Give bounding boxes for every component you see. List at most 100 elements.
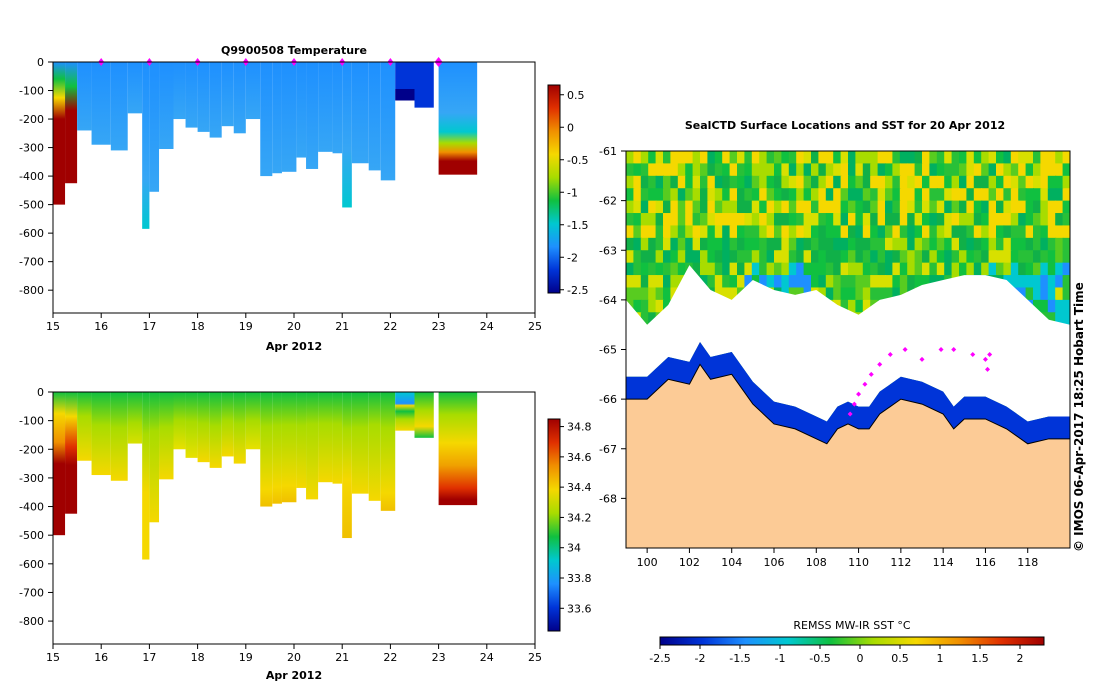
sst-cell <box>751 262 761 277</box>
sst-cell <box>929 175 938 190</box>
sst-cell <box>1025 163 1034 177</box>
sst-cell <box>885 213 894 227</box>
sst-cell <box>959 225 968 239</box>
sst-cell <box>1047 163 1057 177</box>
sst-cell <box>766 275 775 289</box>
sst-cell <box>899 262 909 277</box>
x-tick-label: 16 <box>94 651 108 664</box>
sst-cell <box>1055 225 1064 239</box>
x-tick-label: 106 <box>764 556 785 569</box>
sst-cell <box>692 175 701 190</box>
sst-cell <box>677 250 687 264</box>
sst-cell <box>840 287 849 301</box>
colorbar-tick-label: 34.6 <box>567 451 592 464</box>
sst-cell <box>936 213 946 227</box>
sst-cell <box>981 200 990 215</box>
profile-bar <box>197 392 210 463</box>
y-tick-label: -300 <box>19 142 44 155</box>
sst-cell <box>663 163 672 177</box>
sst-cell <box>825 275 835 289</box>
sst-cell <box>818 175 827 190</box>
antarctic-land <box>626 363 1070 548</box>
sst-cell <box>936 262 946 277</box>
sst-cell <box>1018 287 1027 301</box>
sst-cell <box>774 237 783 252</box>
sst-cell <box>722 163 731 177</box>
sst-cell <box>685 188 694 202</box>
sst-cell <box>1062 225 1070 239</box>
sst-cell <box>751 151 761 165</box>
sst-cell <box>648 175 657 190</box>
sst-cell <box>825 188 835 202</box>
profile-bar <box>110 392 128 481</box>
sst-cell <box>1033 250 1042 264</box>
sst-cell <box>633 188 642 202</box>
sst-cell <box>988 200 997 215</box>
sst-cell <box>1070 238 1078 251</box>
sst-cell <box>788 237 798 252</box>
ctd-location <box>862 381 868 387</box>
sst-cell <box>796 188 805 202</box>
x-tick-label: 19 <box>239 320 253 333</box>
sst-cell <box>818 151 827 165</box>
sst-cell <box>1040 299 1049 314</box>
sst-cell <box>670 262 679 277</box>
sst-cell <box>655 151 664 165</box>
sst-cell <box>825 151 835 165</box>
sst-cell <box>892 151 901 165</box>
sst-cell <box>825 175 835 190</box>
sst-cell <box>744 237 753 252</box>
sst-cell <box>818 275 827 289</box>
sst-cell <box>729 225 738 239</box>
sst-cell <box>870 287 879 301</box>
sst-cell <box>848 188 857 202</box>
sst-cell <box>751 163 761 177</box>
sst-cell <box>633 287 642 301</box>
ctd-location <box>902 347 908 352</box>
sst-cell <box>899 225 909 239</box>
sst-cell <box>877 213 886 227</box>
sst-cell <box>707 175 716 190</box>
sst-cell <box>774 250 783 264</box>
sst-cell <box>670 188 679 202</box>
sst-cell <box>1070 151 1078 164</box>
sst-cell <box>663 275 672 289</box>
sst-cell <box>1018 200 1027 215</box>
x-tick-label: 25 <box>528 651 542 664</box>
sst-cell <box>663 262 672 277</box>
sst-cell <box>922 213 931 227</box>
sst-cell <box>907 250 916 264</box>
sst-cell <box>833 225 842 239</box>
colorbar-tick-label: 33.6 <box>567 602 592 615</box>
sst-cell <box>973 213 983 227</box>
sst-cell <box>899 213 909 227</box>
sst-cell <box>677 213 687 227</box>
sst-cell <box>670 225 679 239</box>
sst-cell <box>996 200 1005 215</box>
sst-cell <box>951 213 960 227</box>
sst-cell <box>633 213 642 227</box>
sst-cell <box>929 275 938 289</box>
sst-cell <box>751 213 761 227</box>
sst-cell <box>825 237 835 252</box>
sst-cell <box>640 188 650 202</box>
sst-cell <box>729 262 738 277</box>
sst-cell <box>973 262 983 277</box>
profile-bar <box>318 392 333 483</box>
sst-cell <box>811 250 820 264</box>
sst-cell <box>626 250 635 264</box>
sst-cell <box>914 250 923 264</box>
sst-cell <box>840 250 849 264</box>
sst-cell <box>1055 250 1064 264</box>
sst-cell <box>803 188 812 202</box>
sst-cell <box>685 200 694 215</box>
coastal-cold-water <box>626 342 1070 444</box>
sst-cell <box>648 262 657 277</box>
profile-bar <box>91 392 111 476</box>
sst-cell <box>803 151 812 165</box>
sst-cell <box>855 262 864 277</box>
sst-cell <box>944 225 953 239</box>
sst-cell <box>973 225 983 239</box>
sst-cell <box>818 237 827 252</box>
sst-cell <box>796 151 805 165</box>
